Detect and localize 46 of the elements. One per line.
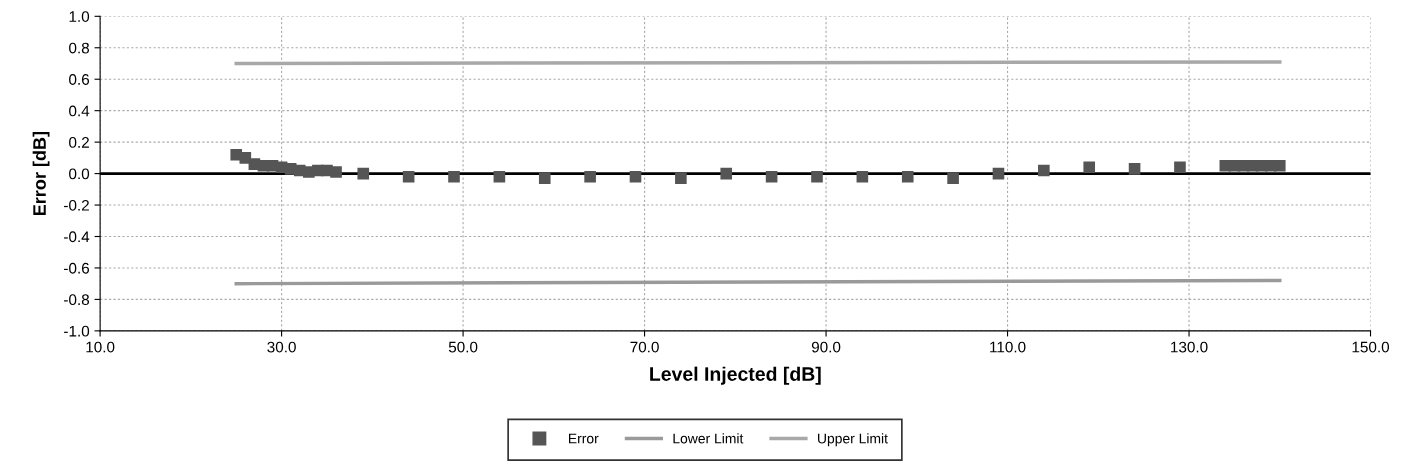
x-tick-label: 70.0 [630, 341, 659, 353]
x-tick-label: 130.0 [1171, 341, 1208, 353]
point [992, 167, 1005, 180]
y-tick-label: 1.0 [69, 11, 90, 22]
point [765, 170, 778, 183]
point [675, 172, 687, 185]
y-tick-label: -0.8 [64, 294, 90, 306]
y-tick-label: -1.0 [64, 325, 90, 337]
point [1083, 161, 1096, 174]
x-tick-label: 110.0 [990, 341, 1026, 353]
legend-label: Lower Limit [673, 433, 744, 444]
y-tick-label: 0.6 [69, 74, 90, 85]
point [402, 170, 415, 183]
point [357, 167, 370, 180]
x-tick-label: 50.0 [448, 341, 478, 353]
point [1273, 159, 1286, 172]
point [720, 167, 733, 180]
point [330, 166, 342, 178]
y-axis-title: Error [dB] [32, 131, 50, 216]
point [629, 170, 642, 183]
point [811, 170, 823, 183]
point [947, 172, 959, 185]
point [448, 170, 460, 183]
x-tick-label: 30.0 [267, 341, 296, 353]
y-tick-label: 0.8 [69, 42, 90, 54]
y-tick-label: 0.4 [69, 105, 90, 117]
legend-label: Upper Limit [818, 433, 888, 447]
point [584, 170, 596, 183]
y-tick-label: -0.6 [64, 262, 90, 274]
point [538, 172, 551, 185]
legend-label: Error [569, 433, 599, 444]
point [1038, 164, 1050, 177]
point [239, 152, 252, 164]
point [1128, 163, 1141, 175]
point [901, 170, 914, 183]
x-tick-label: 10.0 [86, 341, 115, 353]
point [493, 170, 506, 183]
point [1174, 161, 1186, 174]
y-tick-label: 0.2 [69, 137, 89, 148]
x-tick-label: 150.0 [1352, 341, 1390, 353]
point [856, 170, 869, 183]
y-tick-label: -0.4 [64, 231, 90, 243]
x-axis-title: Level Injected [dB] [650, 366, 821, 385]
y-tick-label: -0.2 [64, 199, 89, 211]
x-tick-label: 90.0 [811, 341, 841, 353]
y-tick-label: 0.0 [69, 168, 90, 180]
